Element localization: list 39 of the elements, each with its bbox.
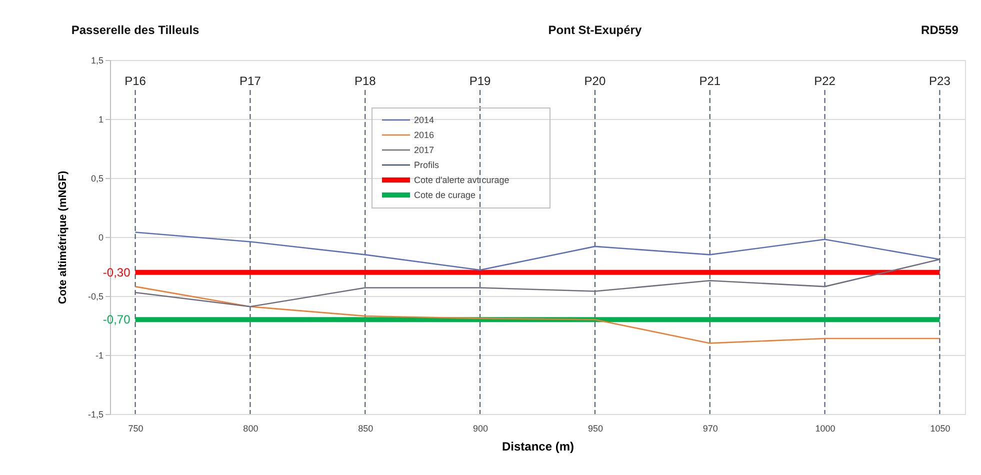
legend-label: Cote de curage xyxy=(414,190,476,200)
text: Pont St-Exupéry xyxy=(548,23,642,37)
line-series xyxy=(134,286,940,344)
ref-line-label: P18 xyxy=(354,74,376,88)
x-tick-label: 900 xyxy=(473,424,488,434)
line-series xyxy=(134,232,940,271)
text: RD559 xyxy=(921,23,959,37)
y-tick-label: 1,5 xyxy=(90,56,104,66)
x-tick-label: 970 xyxy=(702,424,718,434)
ref-line-label: P22 xyxy=(814,74,836,88)
ref-line-label: P23 xyxy=(929,74,951,88)
legend-label: 2014 xyxy=(414,115,434,125)
y-tick-label: -0,5 xyxy=(88,292,104,302)
ref-line-label: P19 xyxy=(469,74,492,88)
y-tick-label: -1 xyxy=(95,350,104,360)
ref-line-label: P20 xyxy=(584,74,606,88)
x-tick-label: 750 xyxy=(128,424,144,434)
data-label: -0,30 xyxy=(102,265,131,280)
legend-label: Cote d'alerte avt curage xyxy=(414,175,510,185)
x-tick-label: 950 xyxy=(588,424,603,434)
ref-line-label: P16 xyxy=(124,74,146,88)
x-tick-label: 850 xyxy=(358,424,374,434)
annotation: Profils xyxy=(414,160,440,170)
x-axis-title: Distance (m) xyxy=(502,440,574,454)
line-series xyxy=(134,258,940,308)
y-axis-title: Cote altimétrique (mNGF) xyxy=(56,170,69,304)
x-tick-label: 1000 xyxy=(815,424,836,434)
legend-label: 2017 xyxy=(414,145,434,155)
y-tick-label: 0,5 xyxy=(90,174,104,184)
y-tick-label: -1,5 xyxy=(88,410,104,420)
y-tick-label: 0 xyxy=(98,232,104,242)
data-label: -0,70 xyxy=(102,312,131,327)
ref-line-label: P21 xyxy=(699,74,721,88)
y-tick-label: 1 xyxy=(98,114,104,124)
x-tick-label: 800 xyxy=(243,424,258,434)
legend-label: 2016 xyxy=(414,130,434,140)
text: Passerelle des Tilleuls xyxy=(71,23,200,37)
ref-line-label: P17 xyxy=(240,74,262,88)
x-tick-label: 1050 xyxy=(930,424,950,434)
